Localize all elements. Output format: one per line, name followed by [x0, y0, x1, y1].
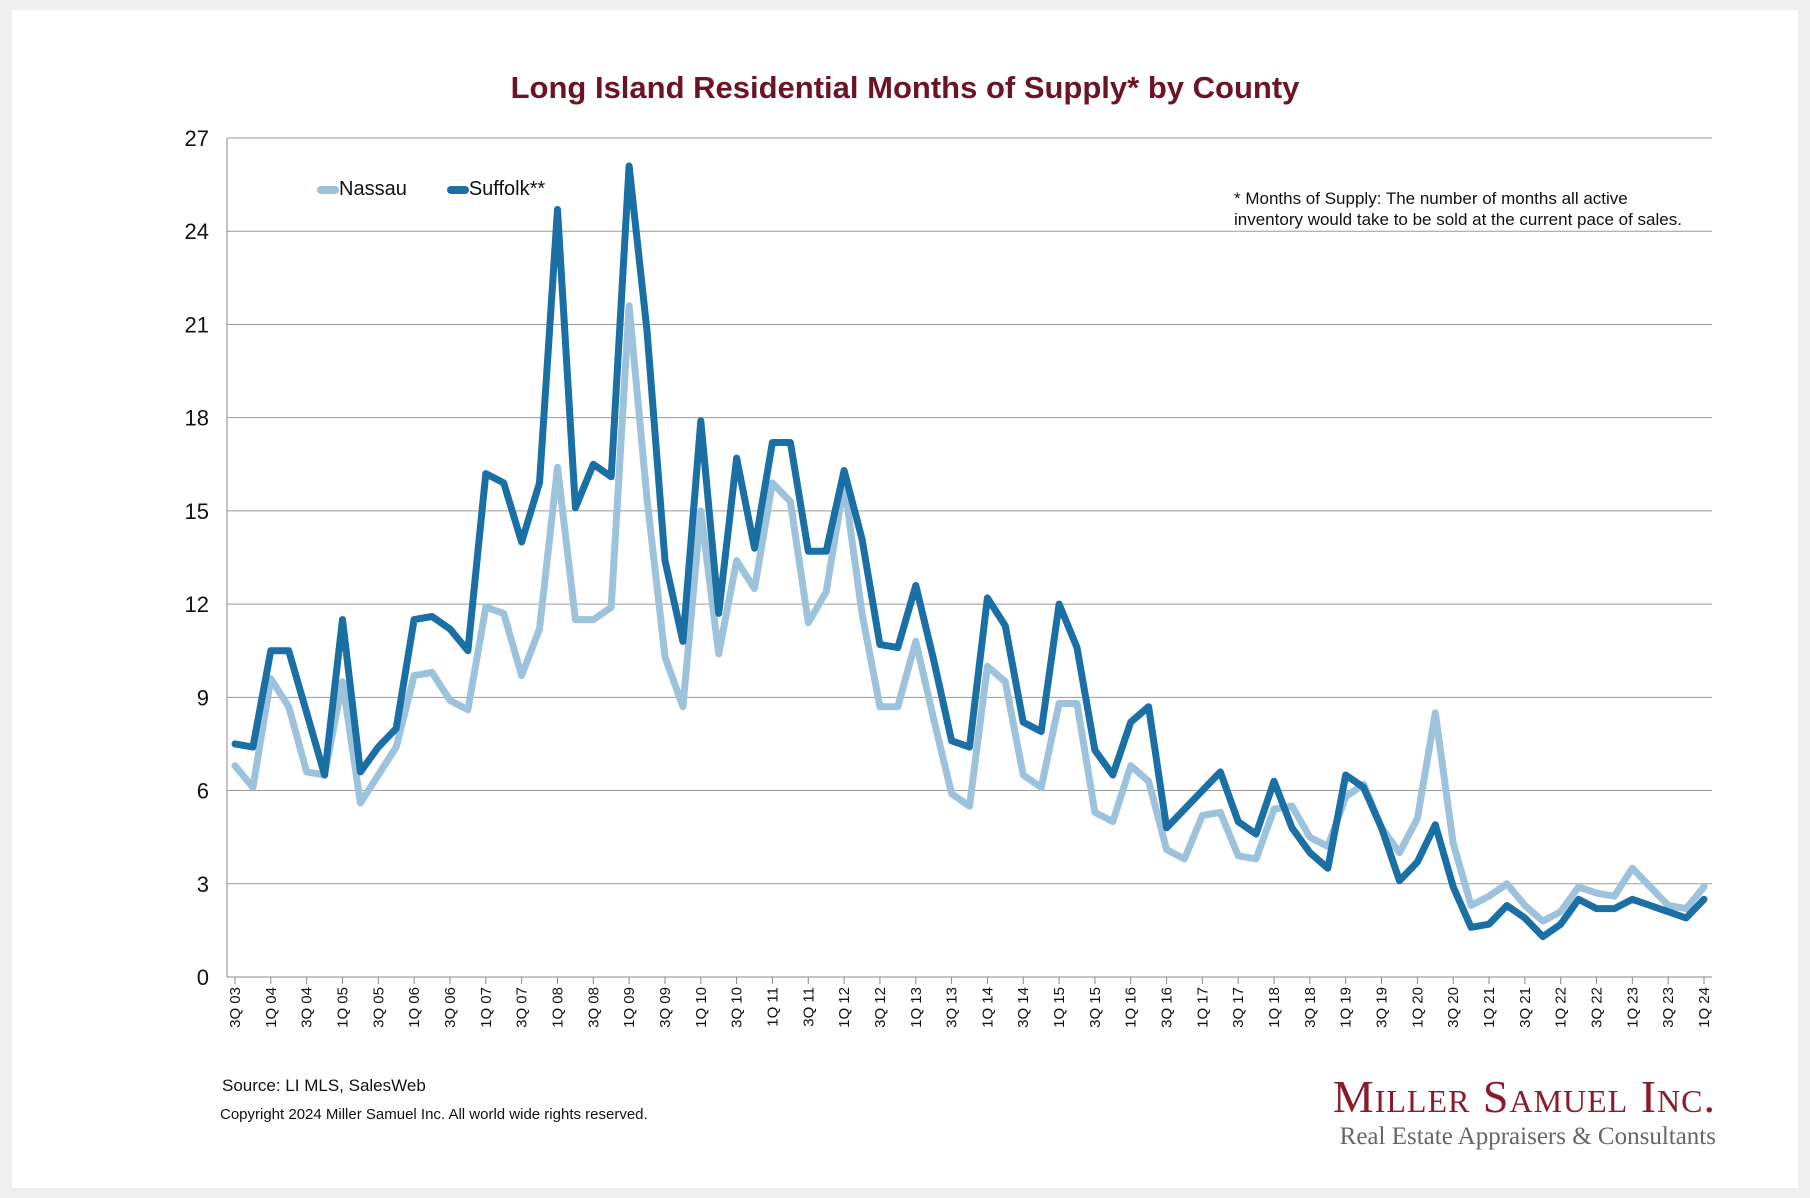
- x-tick-label: 1Q 11: [764, 987, 781, 1027]
- x-tick-label: 3Q 23: [1660, 987, 1677, 1028]
- legend-swatch-nassau: [317, 185, 339, 194]
- x-tick-label: 3Q 03: [227, 987, 244, 1028]
- footnote-line-1: * Months of Supply: The number of months…: [1234, 189, 1628, 208]
- y-tick-label: 18: [185, 406, 209, 431]
- logo-tagline: Real Estate Appraisers & Consultants: [1339, 1123, 1716, 1150]
- x-tick-label: 3Q 19: [1374, 987, 1391, 1028]
- x-tick-label: 3Q 16: [1159, 987, 1176, 1028]
- chart-card: 0 3 6 9 12 15 18 21 24 27 3Q 03 1Q 04 3Q 04 1Q 05 3Q …: [12, 10, 1798, 1188]
- y-tick-label: 3: [197, 872, 209, 897]
- x-tick-label: 1Q 21: [1481, 987, 1498, 1028]
- y-tick-label: 27: [185, 126, 209, 151]
- x-tick-label: 1Q 24: [1696, 987, 1713, 1028]
- x-tick-label: 1Q 22: [1553, 987, 1570, 1028]
- x-tick-label: 1Q 16: [1123, 987, 1140, 1028]
- x-tick-label: 3Q 09: [657, 987, 674, 1028]
- x-tick-labels: 3Q 03 1Q 04 3Q 04 1Q 05 3Q 05 1Q 06 3Q 06 1Q 07…: [227, 977, 1713, 1028]
- x-tick-label: 1Q 06: [406, 987, 423, 1028]
- x-tick-label: 1Q 18: [1266, 987, 1283, 1028]
- x-tick-label: 1Q 15: [1051, 987, 1068, 1028]
- legend-item-suffolk: Suffolk**: [446, 178, 546, 201]
- x-tick-label: 3Q 13: [944, 987, 961, 1028]
- y-tick-label: 0: [197, 965, 209, 990]
- x-tick-label: 1Q 10: [693, 987, 710, 1028]
- x-tick-label: 1Q 08: [549, 987, 566, 1028]
- x-tick-label: 1Q 14: [979, 987, 996, 1028]
- copyright-text: Copyright 2024 Miller Samuel Inc. All wo…: [220, 1106, 648, 1123]
- x-tick-label: 1Q 17: [1194, 987, 1211, 1028]
- company-logo: Miller Samuel Inc. Real Estate Appraiser…: [1333, 1070, 1716, 1151]
- series-line-suffolk: [231, 162, 1708, 941]
- chart-legend: Nassau Suffolk**: [317, 178, 545, 201]
- x-tick-label: 3Q 14: [1015, 987, 1032, 1028]
- chart-footnote: * Months of Supply: The number of months…: [1234, 188, 1734, 230]
- x-tick-label: 3Q 22: [1589, 987, 1606, 1028]
- y-tick-label: 21: [185, 312, 209, 337]
- x-tick-label: 3Q 06: [442, 987, 459, 1028]
- x-tick-label: 1Q 23: [1624, 987, 1641, 1028]
- legend-item-nassau: Nassau: [317, 178, 407, 201]
- x-tick-label: 1Q 09: [621, 987, 638, 1028]
- series-line-nassau: [231, 302, 1708, 925]
- legend-label-nassau: Nassau: [339, 178, 407, 200]
- y-tick-label: 9: [197, 685, 209, 710]
- x-tick-label: 1Q 19: [1338, 987, 1355, 1028]
- x-tick-label: 3Q 04: [299, 987, 316, 1028]
- x-tick-label: 3Q 20: [1445, 987, 1462, 1028]
- x-tick-label: 3Q 07: [514, 987, 531, 1028]
- chart-title: Long Island Residential Months of Supply…: [510, 70, 1300, 105]
- x-tick-label: 1Q 13: [908, 987, 925, 1028]
- x-tick-label: 3Q 17: [1230, 987, 1247, 1028]
- x-tick-label: 3Q 10: [729, 987, 746, 1028]
- legend-swatch-suffolk: [446, 185, 469, 194]
- x-tick-label: 3Q 11: [800, 987, 817, 1027]
- grid-lines: [226, 137, 1712, 978]
- y-tick-label: 12: [185, 592, 209, 617]
- x-tick-label: 3Q 15: [1087, 987, 1104, 1028]
- y-tick-labels: 0 3 6 9 12 15 18 21 24 27: [185, 126, 209, 990]
- x-tick-label: 1Q 20: [1409, 987, 1426, 1028]
- legend-label-suffolk: Suffolk**: [468, 178, 546, 200]
- series-lines: [231, 162, 1708, 941]
- x-tick-label: 1Q 12: [836, 987, 853, 1028]
- y-tick-label: 15: [185, 499, 209, 524]
- x-tick-label: 1Q 04: [263, 987, 280, 1028]
- source-text: Source: LI MLS, SalesWeb: [222, 1076, 426, 1095]
- x-tick-label: 3Q 12: [872, 987, 889, 1028]
- x-tick-label: 3Q 05: [370, 987, 387, 1028]
- footnote-line-2: inventory would take to be sold at the c…: [1234, 210, 1682, 229]
- y-tick-label: 24: [185, 219, 209, 244]
- y-tick-label: 6: [197, 779, 209, 804]
- x-tick-label: 3Q 18: [1302, 987, 1319, 1028]
- x-tick-label: 1Q 05: [334, 987, 351, 1028]
- logo-name: Miller Samuel Inc.: [1332, 1071, 1716, 1122]
- x-tick-label: 1Q 07: [478, 987, 495, 1028]
- x-tick-label: 3Q 21: [1517, 987, 1534, 1028]
- x-tick-label: 3Q 08: [585, 987, 602, 1028]
